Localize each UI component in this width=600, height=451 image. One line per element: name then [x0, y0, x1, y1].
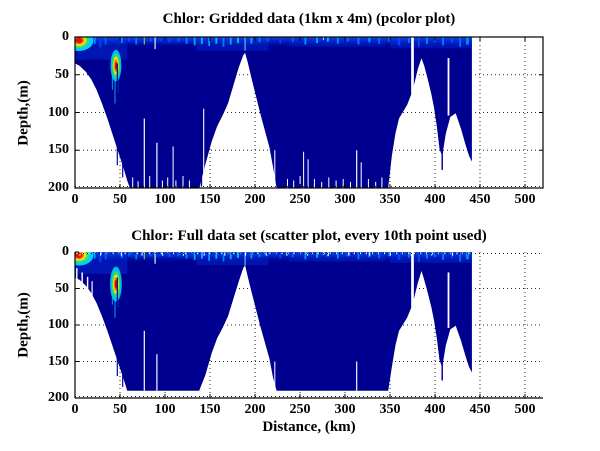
x-tick-label: 500 [514, 402, 536, 417]
x-tick-label: 150 [199, 402, 221, 417]
y-tick-label: 100 [48, 104, 69, 120]
axes-pcolor [74, 36, 544, 189]
y-tick-label: 100 [48, 317, 69, 332]
scatter-ylabel: Depth,(m) [15, 292, 32, 358]
y-tick-label: 0 [62, 244, 69, 259]
x-tick-label: 500 [514, 192, 536, 207]
y-tick-label: 150 [48, 142, 69, 158]
x-tick-label: 400 [424, 402, 446, 417]
y-tick-label: 50 [55, 280, 69, 296]
y-tick-label: 150 [48, 353, 69, 369]
x-tick-label: 50 [113, 402, 127, 417]
x-tick-label: 0 [71, 192, 79, 207]
x-tick-label: 200 [244, 192, 266, 207]
pcolor-plot-area [75, 37, 543, 188]
scatter-plot-area [75, 252, 543, 398]
scatter-plot-title: Chlor: Full data set (scatter plot, ever… [131, 228, 487, 244]
scatter-xlabel: Distance, (km) [262, 419, 356, 435]
x-tick-label: 250 [289, 402, 311, 417]
x-tick-label: 250 [289, 192, 311, 207]
x-tick-label: 200 [244, 402, 266, 417]
x-tick-label: 100 [154, 402, 176, 417]
x-tick-label: 0 [71, 402, 79, 417]
x-tick-label: 400 [424, 192, 446, 207]
x-tick-label: 350 [379, 402, 401, 417]
x-tick-label: 300 [334, 402, 356, 417]
axes-scatter [74, 251, 543, 399]
y-tick-label: 200 [48, 180, 69, 195]
pcolor-plot-title: Chlor: Gridded data (1km x 4m) (pcolor p… [162, 11, 456, 27]
x-tick-label: 450 [469, 402, 491, 417]
x-tick-label: 350 [379, 192, 401, 207]
y-tick-label: 200 [48, 390, 69, 405]
y-tick-label: 50 [55, 66, 69, 82]
x-tick-label: 450 [469, 192, 491, 207]
x-tick-label: 300 [334, 192, 356, 207]
pcolor-ylabel: Depth,(m) [15, 79, 32, 146]
x-tick-label: 100 [154, 192, 176, 207]
y-tick-label: 0 [62, 29, 69, 44]
x-tick-label: 50 [113, 192, 127, 207]
x-tick-label: 150 [199, 192, 221, 207]
